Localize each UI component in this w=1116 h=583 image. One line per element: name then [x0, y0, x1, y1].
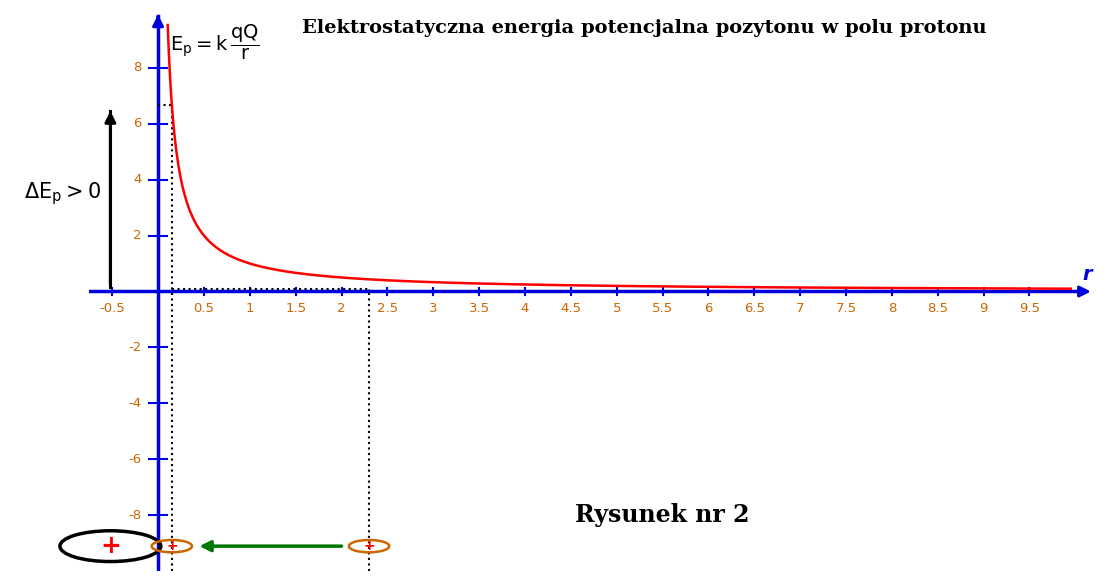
Text: -0.5: -0.5 [99, 302, 125, 315]
Text: -2: -2 [128, 341, 142, 354]
Text: 9.5: 9.5 [1019, 302, 1040, 315]
Text: 2: 2 [133, 229, 142, 242]
Text: 8.5: 8.5 [927, 302, 949, 315]
Text: 6: 6 [704, 302, 713, 315]
Text: 5: 5 [613, 302, 620, 315]
Text: 0.5: 0.5 [193, 302, 214, 315]
Text: -8: -8 [128, 509, 142, 522]
Text: Rysunek nr 2: Rysunek nr 2 [576, 503, 750, 528]
Text: 4: 4 [521, 302, 529, 315]
Text: $\Delta\mathrm{E_p}>0$: $\Delta\mathrm{E_p}>0$ [25, 180, 102, 207]
Text: 1: 1 [246, 302, 254, 315]
Text: +: + [363, 539, 375, 553]
Text: 2: 2 [337, 302, 346, 315]
Text: 7: 7 [796, 302, 805, 315]
Text: +: + [100, 534, 121, 558]
Text: 8: 8 [133, 61, 142, 74]
Text: 6.5: 6.5 [743, 302, 764, 315]
Text: 1.5: 1.5 [285, 302, 306, 315]
Text: 3: 3 [429, 302, 437, 315]
Text: 9: 9 [980, 302, 988, 315]
Text: 2.5: 2.5 [377, 302, 398, 315]
Text: 4.5: 4.5 [560, 302, 581, 315]
Text: 7.5: 7.5 [836, 302, 857, 315]
Text: $\mathrm{E_p = k\,\dfrac{qQ}{r}}$: $\mathrm{E_p = k\,\dfrac{qQ}{r}}$ [170, 23, 260, 62]
Text: -6: -6 [128, 453, 142, 466]
Text: Elektrostatyczna energia potencjalna pozytonu w polu protonu: Elektrostatyczna energia potencjalna poz… [302, 19, 987, 37]
Text: -4: -4 [128, 397, 142, 410]
Text: 3.5: 3.5 [469, 302, 490, 315]
Text: 6: 6 [133, 117, 142, 130]
Text: r: r [1083, 265, 1091, 284]
Text: 8: 8 [887, 302, 896, 315]
Text: +: + [166, 539, 177, 553]
Text: 5.5: 5.5 [652, 302, 673, 315]
Text: 4: 4 [133, 173, 142, 186]
